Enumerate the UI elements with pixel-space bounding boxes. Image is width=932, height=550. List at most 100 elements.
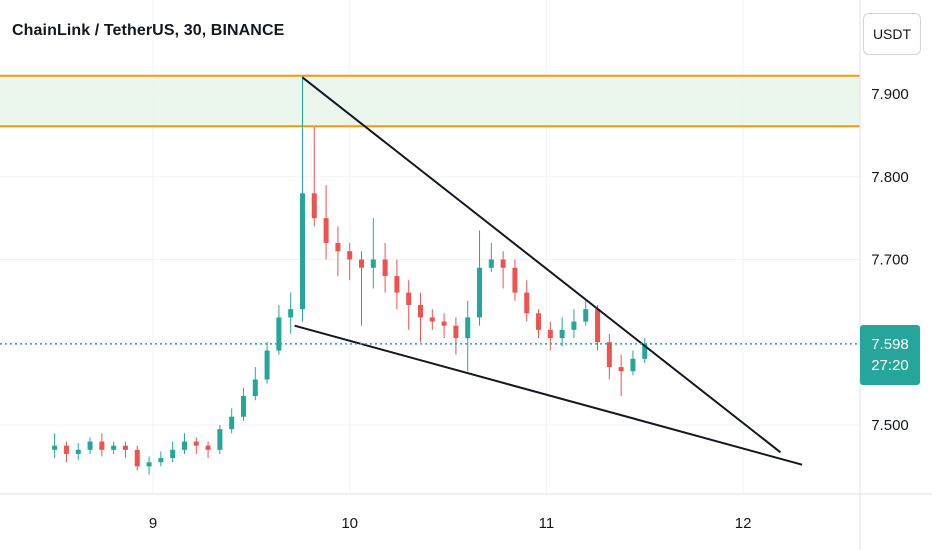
candle bbox=[347, 242, 353, 281]
candle-body bbox=[63, 445, 69, 454]
candle bbox=[181, 433, 187, 454]
candle-body bbox=[630, 358, 636, 372]
candle-body bbox=[512, 267, 518, 293]
candle bbox=[406, 280, 412, 330]
candle-body bbox=[465, 317, 471, 339]
y-tick-label: 7.800 bbox=[871, 169, 909, 186]
candle bbox=[488, 242, 494, 272]
x-tick-label: 9 bbox=[149, 515, 157, 532]
candle-body bbox=[500, 259, 506, 268]
x-tick-label: 11 bbox=[539, 515, 555, 532]
candle-body bbox=[359, 259, 365, 268]
resistance-zone bbox=[0, 74, 860, 128]
candle bbox=[583, 300, 589, 326]
candle bbox=[559, 317, 565, 347]
candle-body bbox=[311, 193, 317, 219]
trendline-upper bbox=[301, 76, 782, 454]
candle-body bbox=[347, 251, 353, 260]
y-tick-label: 7.900 bbox=[871, 86, 909, 103]
candle bbox=[122, 441, 128, 459]
candle bbox=[606, 333, 612, 380]
candle bbox=[276, 305, 282, 355]
y-axis-labels: 7.900 7.800 7.700 7.500 bbox=[871, 86, 909, 434]
candle bbox=[595, 305, 601, 351]
candle-body bbox=[288, 309, 294, 318]
candle-body bbox=[418, 305, 424, 318]
candle bbox=[618, 354, 624, 397]
candle-body bbox=[264, 350, 270, 380]
candle bbox=[524, 280, 530, 322]
candle-body bbox=[547, 329, 553, 339]
candle-body bbox=[606, 342, 612, 368]
candle-body bbox=[382, 259, 388, 277]
candle-body bbox=[406, 292, 412, 306]
candle-body bbox=[99, 441, 105, 450]
candle bbox=[465, 300, 471, 372]
candle-body bbox=[87, 441, 93, 450]
candle bbox=[547, 321, 553, 351]
candle bbox=[158, 451, 164, 467]
candle-body bbox=[536, 313, 542, 330]
candle-body bbox=[217, 429, 223, 450]
candle bbox=[418, 292, 424, 343]
candle bbox=[429, 309, 435, 330]
candle bbox=[134, 445, 140, 471]
candle bbox=[441, 313, 447, 339]
candle bbox=[500, 251, 506, 289]
candle bbox=[323, 185, 329, 260]
currency-button[interactable]: USDT bbox=[863, 13, 921, 55]
candle-body bbox=[75, 449, 81, 454]
candle-body bbox=[276, 317, 282, 351]
chart-title: ChainLink / TetherUS, 30, BINANCE bbox=[12, 22, 285, 39]
candle-body bbox=[229, 416, 235, 430]
candle-body bbox=[618, 367, 624, 372]
y-tick-label: 7.500 bbox=[871, 417, 909, 434]
candle-body bbox=[394, 276, 400, 293]
candle-body bbox=[559, 329, 565, 339]
candle-body bbox=[335, 242, 341, 252]
candle bbox=[571, 309, 577, 339]
candle-body bbox=[181, 441, 187, 450]
candle-body bbox=[52, 445, 58, 450]
candle bbox=[170, 441, 176, 463]
candle-body bbox=[583, 309, 589, 322]
trendline-lower bbox=[294, 324, 803, 466]
candle-body bbox=[134, 449, 140, 467]
y-tick-label: 7.700 bbox=[871, 252, 909, 269]
candle-body bbox=[252, 379, 258, 397]
candle-body bbox=[642, 343, 648, 359]
candle-body bbox=[205, 445, 211, 450]
candle bbox=[193, 437, 199, 454]
candle-body bbox=[488, 259, 494, 268]
candle-body bbox=[111, 445, 117, 450]
x-tick-label: 10 bbox=[341, 515, 358, 532]
candle bbox=[536, 309, 542, 339]
candle-body bbox=[323, 218, 329, 243]
candles[interactable] bbox=[52, 75, 648, 475]
candle bbox=[264, 342, 270, 384]
candle bbox=[205, 441, 211, 459]
candle-body bbox=[477, 267, 483, 318]
candle bbox=[512, 259, 518, 301]
candle bbox=[335, 226, 341, 277]
candle bbox=[229, 408, 235, 434]
candle bbox=[311, 127, 317, 227]
candle bbox=[63, 441, 69, 463]
candle-body bbox=[158, 458, 164, 463]
candle-body bbox=[240, 396, 246, 417]
candle bbox=[99, 433, 105, 457]
candle-body bbox=[441, 321, 447, 326]
trendlines[interactable] bbox=[294, 76, 803, 466]
candle bbox=[52, 433, 58, 459]
candle bbox=[217, 425, 223, 454]
candle-body bbox=[122, 445, 128, 450]
candle bbox=[111, 441, 117, 454]
candle-countdown: 27:20 bbox=[871, 357, 909, 374]
candle bbox=[75, 443, 81, 460]
candle bbox=[642, 338, 648, 363]
candle-body bbox=[595, 309, 601, 343]
candle bbox=[477, 230, 483, 326]
candle bbox=[394, 259, 400, 310]
